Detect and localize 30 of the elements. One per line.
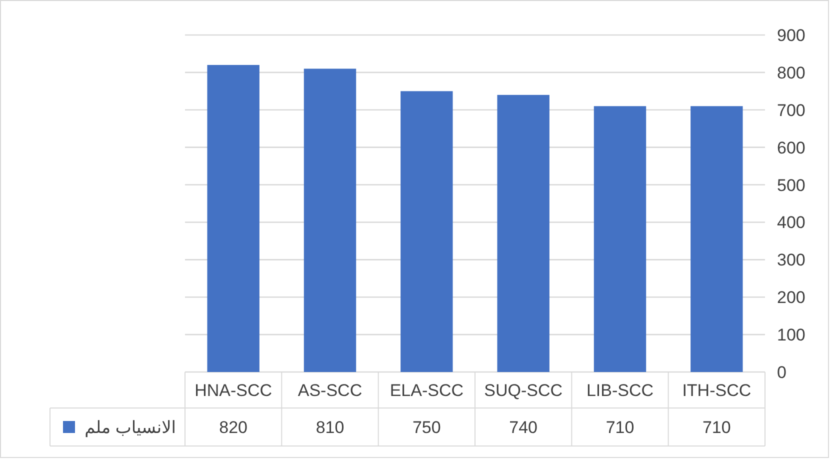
x-tick-label: SUQ-SCC (484, 381, 563, 400)
data-label: 810 (316, 418, 344, 437)
bar (400, 91, 453, 372)
bar (207, 64, 260, 372)
legend-label: الانسياب ملم (84, 418, 176, 438)
data-label: 710 (606, 418, 634, 437)
y-tick-label: 900 (777, 26, 806, 45)
y-tick-label: 0 (777, 363, 786, 382)
y-tick-label: 200 (777, 288, 806, 308)
x-tick-label: HNA-SCC (194, 381, 272, 400)
x-tick-label: ELA-SCC (390, 381, 464, 400)
bar (304, 68, 356, 372)
y-tick-label: 700 (777, 100, 806, 120)
y-tick-label: 600 (777, 138, 806, 158)
data-label: 740 (509, 418, 538, 437)
y-tick-label: 300 (777, 250, 806, 270)
data-label: 820 (219, 418, 248, 437)
y-tick-label: 500 (777, 176, 806, 195)
bar (497, 94, 550, 372)
bar (690, 106, 743, 372)
bar (594, 106, 646, 372)
x-tick-label: ITH-SCC (682, 381, 752, 400)
data-label: 750 (412, 418, 441, 437)
y-tick-label: 800 (777, 63, 806, 82)
x-tick-label: LIB-SCC (586, 381, 654, 400)
y-tick-label: 400 (777, 213, 806, 232)
x-tick-label: AS-SCC (298, 381, 362, 400)
y-tick-label: 100 (777, 326, 806, 345)
data-label: 710 (702, 418, 731, 437)
legend: الانسياب ملم (63, 418, 176, 437)
